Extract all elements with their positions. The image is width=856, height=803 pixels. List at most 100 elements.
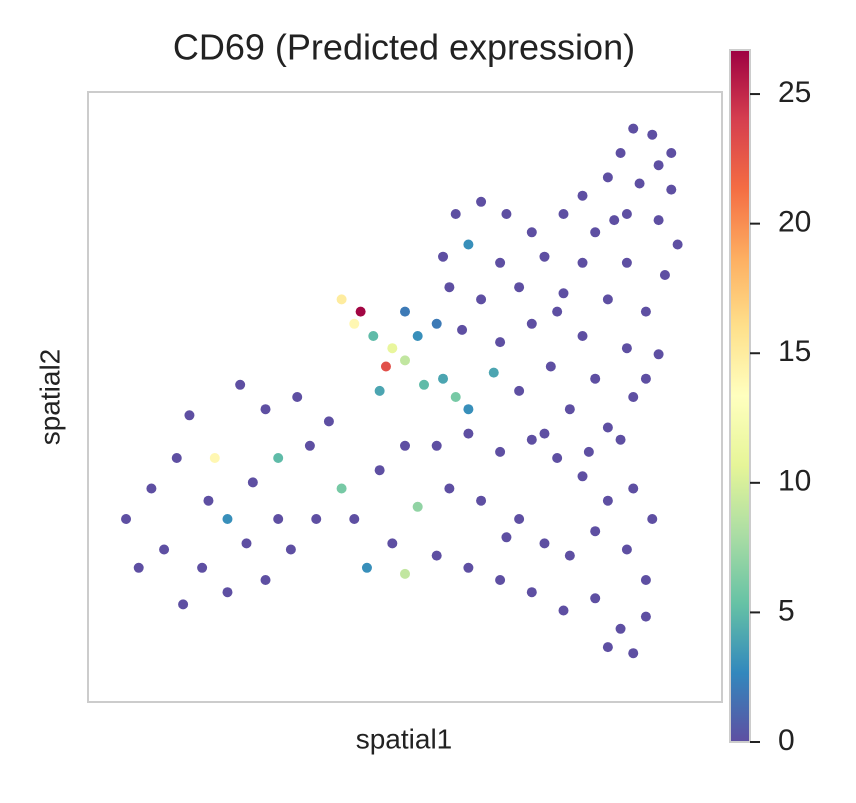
point bbox=[488, 367, 499, 378]
point bbox=[564, 404, 575, 415]
point bbox=[602, 422, 613, 433]
point bbox=[590, 373, 601, 384]
point bbox=[171, 453, 182, 463]
point bbox=[368, 331, 379, 341]
point bbox=[659, 270, 670, 280]
plot-frame bbox=[87, 91, 723, 703]
point bbox=[653, 160, 664, 171]
point bbox=[577, 471, 588, 482]
point bbox=[121, 514, 132, 524]
point bbox=[609, 215, 620, 226]
point bbox=[374, 385, 385, 396]
point bbox=[463, 404, 474, 415]
point bbox=[260, 404, 271, 415]
point bbox=[184, 410, 195, 421]
point bbox=[412, 331, 423, 341]
point bbox=[336, 483, 347, 494]
point bbox=[438, 373, 449, 384]
point bbox=[640, 611, 651, 622]
point bbox=[495, 446, 506, 457]
point bbox=[602, 294, 613, 305]
point bbox=[273, 453, 284, 463]
point bbox=[450, 392, 461, 402]
point bbox=[634, 178, 645, 189]
point bbox=[133, 562, 144, 573]
point bbox=[621, 257, 632, 268]
point bbox=[558, 605, 569, 616]
point bbox=[545, 361, 556, 372]
point bbox=[501, 209, 512, 219]
point bbox=[640, 373, 651, 384]
point bbox=[159, 544, 170, 555]
point bbox=[653, 349, 664, 360]
point bbox=[444, 282, 455, 293]
point bbox=[495, 257, 506, 268]
x-axis-label: spatial1 bbox=[356, 723, 453, 754]
point bbox=[431, 440, 442, 451]
point bbox=[463, 428, 474, 439]
point bbox=[400, 306, 410, 317]
point bbox=[400, 440, 410, 451]
point bbox=[247, 477, 258, 488]
point bbox=[628, 123, 639, 134]
point bbox=[501, 532, 512, 543]
point bbox=[438, 251, 449, 262]
point bbox=[628, 392, 639, 402]
point bbox=[431, 550, 442, 561]
y-axis-label: spatial2 bbox=[34, 349, 65, 446]
point bbox=[235, 379, 246, 390]
point bbox=[526, 434, 537, 445]
colorbar-tick-label: 15 bbox=[778, 335, 811, 368]
point bbox=[558, 288, 569, 299]
point bbox=[526, 587, 537, 598]
point bbox=[666, 184, 677, 195]
point bbox=[450, 209, 461, 219]
point bbox=[178, 599, 189, 610]
point bbox=[495, 337, 506, 348]
point bbox=[304, 440, 315, 451]
point bbox=[476, 495, 487, 506]
point bbox=[419, 379, 430, 390]
point bbox=[621, 544, 632, 555]
point bbox=[292, 392, 303, 402]
point bbox=[539, 251, 550, 262]
point bbox=[640, 575, 651, 585]
point bbox=[400, 355, 410, 366]
point bbox=[514, 282, 525, 293]
point bbox=[311, 514, 322, 524]
points bbox=[121, 123, 683, 659]
colorbar-tick-label: 25 bbox=[778, 76, 811, 109]
point bbox=[526, 227, 537, 238]
point bbox=[463, 239, 474, 250]
point bbox=[285, 544, 296, 555]
point bbox=[647, 129, 658, 140]
colorbar-tick-label: 10 bbox=[778, 465, 811, 498]
point bbox=[628, 483, 639, 494]
point bbox=[621, 209, 632, 219]
point bbox=[197, 562, 208, 573]
point bbox=[615, 623, 626, 634]
point bbox=[621, 343, 632, 354]
point bbox=[647, 514, 658, 524]
point bbox=[583, 446, 594, 457]
point bbox=[203, 495, 214, 506]
point bbox=[380, 361, 391, 372]
point bbox=[349, 318, 360, 329]
point bbox=[552, 453, 563, 463]
point bbox=[349, 514, 360, 524]
point bbox=[653, 215, 664, 226]
point bbox=[361, 562, 372, 573]
point bbox=[577, 331, 588, 341]
point bbox=[672, 239, 683, 250]
colorbar-tick-label: 5 bbox=[778, 594, 795, 627]
point bbox=[476, 196, 487, 207]
point bbox=[355, 306, 366, 317]
point bbox=[628, 648, 639, 659]
point bbox=[273, 514, 284, 524]
point bbox=[558, 209, 569, 219]
point bbox=[577, 257, 588, 268]
point bbox=[590, 593, 601, 604]
point bbox=[222, 587, 233, 598]
point bbox=[400, 568, 410, 579]
